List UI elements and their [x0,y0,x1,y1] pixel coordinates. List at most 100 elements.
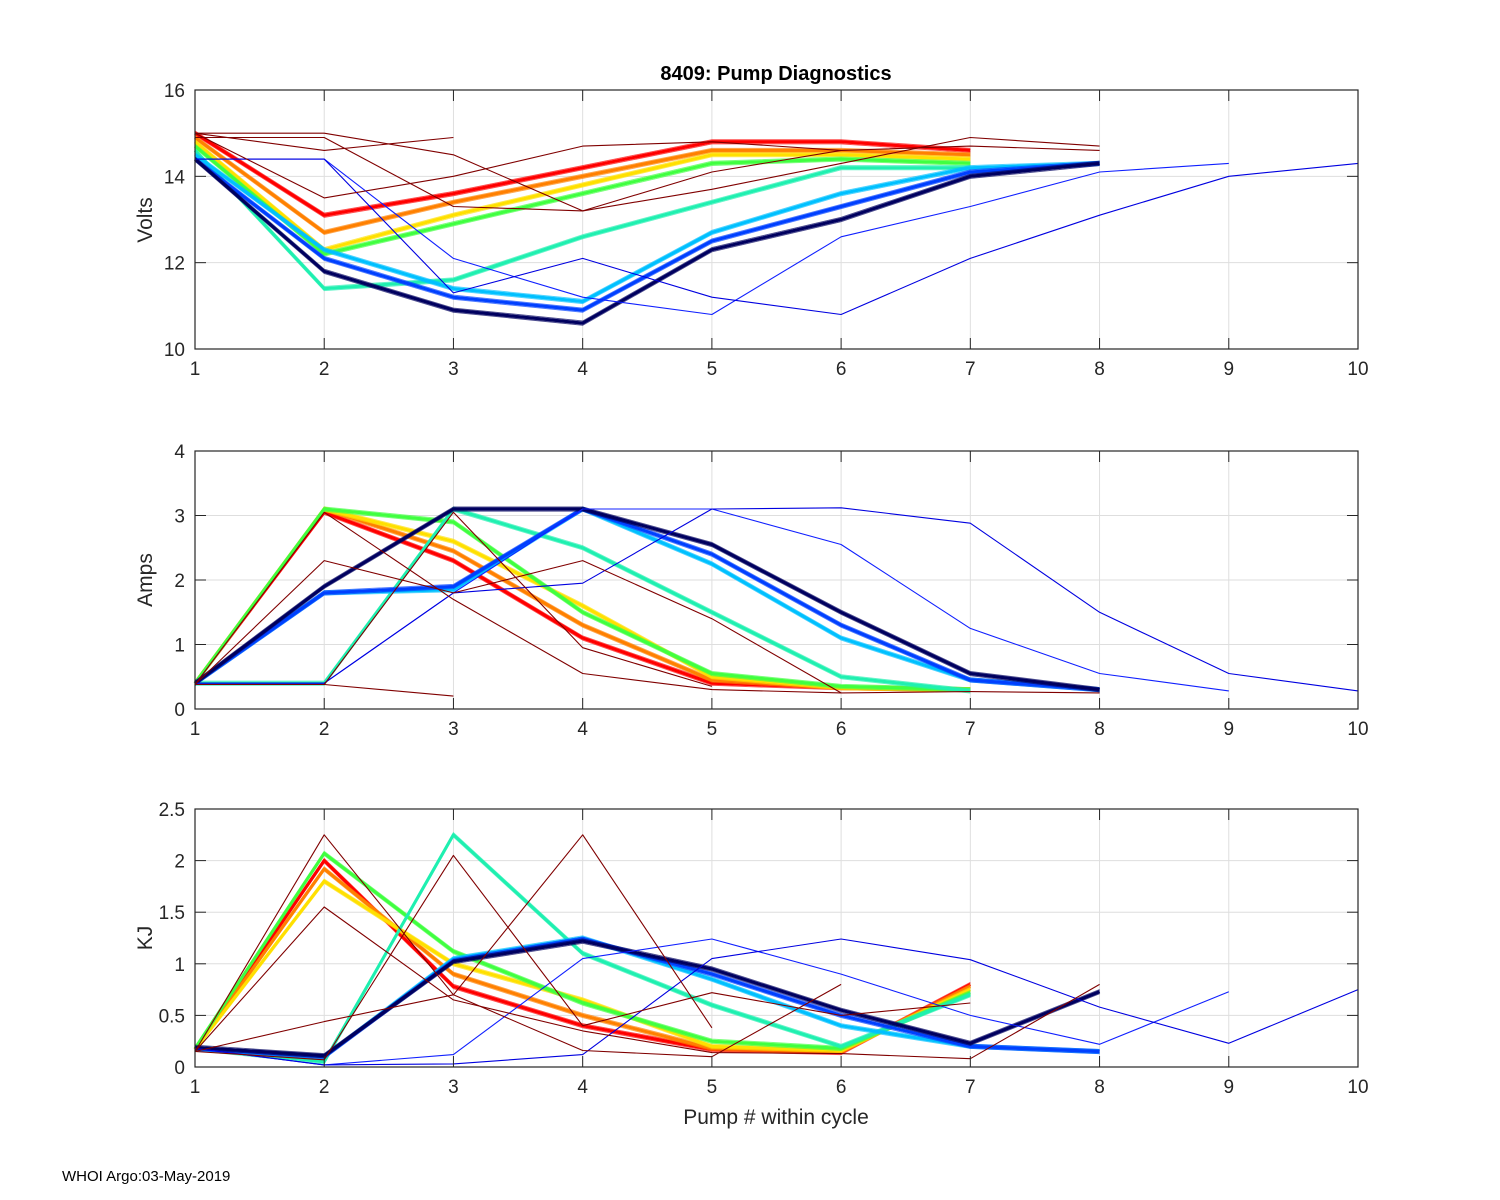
series-line-group-teal-bundle [195,506,971,690]
figure-title: 8409: Pump Diagnostics [660,63,891,85]
series-line-group-green [193,507,971,692]
series-line-group-navy-bundle [194,159,1100,325]
y-tick-label: 0 [174,1058,185,1079]
x-tick-label: 9 [1223,1077,1234,1098]
series-line-group-red [194,131,971,217]
series-line-group-blue-bundle [194,507,1100,690]
x-tick-label: 4 [577,719,588,740]
series-line-group-cyan-bundle [194,156,1100,305]
series-line-late-blue-2 [195,158,1359,316]
series-line-late-blue-1 [195,158,1229,316]
series-line-group-navy-bundle [194,942,1100,1059]
y-tick-label: 16 [164,81,185,102]
series-line-group-navy [194,939,1101,1058]
x-tick-label: 1 [190,1077,201,1098]
volts-ylabel: Volts [134,197,157,243]
series-line-group-blue-bundle [194,509,1100,692]
series-line-group-green-bundle [194,510,971,693]
x-tick-label: 6 [836,1077,847,1098]
series-line-group-blue-bundle [194,510,1100,693]
x-tick-label: 2 [319,1077,330,1098]
x-axis-label: Pump # within cycle [683,1106,869,1129]
series-line-group-navy-bundle [194,938,1100,1055]
series-line-group-navy-bundle [194,507,1100,690]
series-line-early-darkred-4 [195,136,842,212]
x-tick-label: 10 [1347,719,1368,740]
series-line-group-orange-bundle [194,134,971,231]
series-line-group-teal-bundle [194,148,971,288]
series-line-group-green-bundle [194,507,971,690]
footer-credit: WHOI Argo:03-May-2019 [62,1168,231,1185]
amps-ylabel: Amps [134,553,157,607]
series-line-group-green [194,144,971,256]
series-line-early-darkred-2 [194,132,454,151]
series-line-group-blue [194,507,1100,692]
x-tick-label: 9 [1223,719,1234,740]
series-line-group-navy-bundle [194,939,1100,1056]
series-line-group-green-bundle [194,146,971,256]
series-line-group-blue-bundle [194,157,1100,310]
x-tick-label: 1 [190,719,201,740]
series-line-group-red-bundle [194,131,971,215]
series-line-late-blue-2 [194,938,1359,1066]
x-tick-label: 7 [965,719,976,740]
x-tick-label: 5 [707,719,718,740]
series-line-group-cyan-bundle [194,510,1100,693]
series-line-group-orange-bundle [194,135,971,232]
series-line-group-cyan-bundle [194,509,1100,692]
x-tick-label: 6 [836,719,847,740]
series-line-late-blue-1 [194,938,1230,1066]
series-line-group-orange-bundle [194,138,971,235]
x-tick-label: 10 [1347,359,1368,380]
x-tick-label: 3 [448,719,459,740]
series-line-group-navy-bundle [194,506,1100,689]
series-line-early-darkred-1 [194,560,842,694]
x-tick-label: 8 [1094,359,1105,380]
series-line-group-green-bundle [194,853,971,1051]
x-tick-label: 9 [1223,359,1234,380]
x-tick-label: 5 [707,359,718,380]
y-tick-label: 4 [174,442,185,463]
y-tick-label: 1.5 [159,903,185,924]
series-line-group-teal-bundle [195,510,971,694]
series-line-group-blue [194,157,1100,312]
y-tick-label: 0.5 [159,1006,185,1027]
series-line-early-darkred-3 [194,132,1100,199]
x-tick-label: 5 [707,1077,718,1098]
series-line-group-red-bundle [194,861,971,1056]
y-tick-label: 2.5 [159,800,185,821]
series-line-group-teal-bundle [194,149,971,289]
series-line-group-blue-bundle [194,940,1100,1060]
series-line-group-green-bundle [194,854,971,1052]
series-line-group-teal-bundle [194,152,971,292]
series-line-group-red-bundle [194,133,971,217]
y-tick-label: 0 [174,700,185,721]
x-tick-label: 7 [965,1077,976,1098]
series-line-group-navy-bundle [194,156,1100,322]
x-tick-label: 2 [319,719,330,740]
y-tick-label: 3 [174,507,185,528]
series-line-group-cyan-bundle [194,155,1100,304]
series-line-early-darkred-4 [194,511,1100,694]
series-line-group-green-bundle [194,509,971,692]
series-line-group-navy [194,157,1100,325]
series-line-group-teal-bundle [194,151,971,291]
x-tick-label: 4 [577,359,588,380]
series-line-early-darkred-2 [194,834,713,1053]
series-line-group-green-bundle [194,144,971,254]
series-line-group-teal-bundle [195,507,971,691]
x-tick-label: 4 [577,1077,588,1098]
series-line-group-navy-bundle [194,509,1100,692]
x-tick-label: 1 [190,359,201,380]
axes-box [194,808,1359,1068]
series-line-group-teal [193,149,971,291]
series-line-group-cyan [194,153,1100,303]
axes-box [194,89,1359,350]
x-tick-label: 10 [1347,1077,1368,1098]
series-line-group-red-bundle [194,130,971,214]
kj-axes: 1 2 3 4 5 6 7 8 9 10 0 0.5 1 1.5 2 2.5 [159,800,1369,1098]
y-tick-label: 1 [174,636,185,657]
y-tick-label: 12 [164,254,185,275]
